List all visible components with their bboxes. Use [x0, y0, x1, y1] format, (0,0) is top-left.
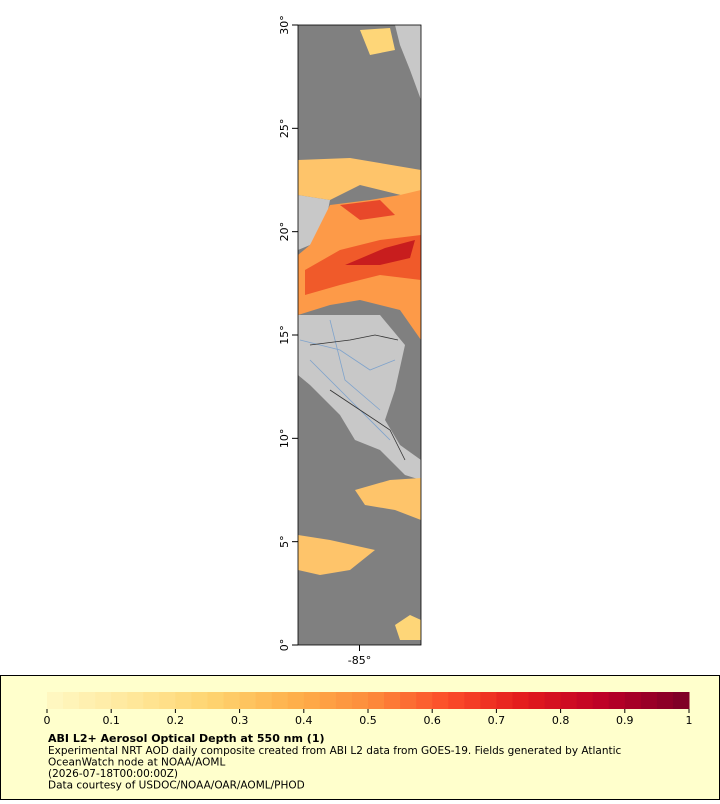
rivers	[299, 319, 396, 441]
colorbar-swatch	[239, 692, 257, 709]
colorbar-swatch	[432, 692, 449, 709]
colorbar-swatch	[63, 692, 80, 709]
aerosol	[355, 478, 421, 520]
borders	[309, 334, 406, 461]
legend-title: ABI L2+ Aerosol Optical Depth at 550 nm …	[48, 732, 325, 745]
lat-tick-label: 0°	[278, 639, 291, 652]
aerosol	[395, 615, 421, 640]
colorbar-swatch	[448, 692, 465, 709]
lon-tick-label: -85°	[348, 654, 371, 667]
colorbar: 0 0.1 0.2 0.3 0.4 0.5 0.6 0.7 0.8 0.9 1	[44, 692, 693, 727]
colorbar-swatch	[95, 692, 112, 709]
legend-line: Data courtesy of USDOC/NOAA/OAR/AOML/PHO…	[48, 780, 305, 792]
colorbar-swatch	[127, 692, 144, 709]
colorbar-swatch	[255, 692, 273, 709]
colorbar-swatch	[335, 692, 353, 709]
colorbar-swatch	[351, 692, 369, 709]
colorbar-swatch	[271, 692, 289, 709]
lat-tick-label: 10°	[278, 429, 291, 449]
colorbar-tick-label: 1	[686, 714, 693, 727]
colorbar-swatch	[528, 692, 546, 709]
colorbar-tick-label: 0.7	[488, 714, 506, 727]
colorbar-swatch	[672, 692, 690, 709]
colorbar-swatch	[47, 692, 64, 709]
colorbar-swatch	[480, 692, 497, 709]
land	[298, 315, 421, 480]
aerosol	[340, 200, 395, 220]
colorbar-swatch	[400, 692, 417, 709]
colorbar-swatch	[143, 692, 160, 709]
colorbar-swatch	[175, 692, 192, 709]
colorbar-swatch	[576, 692, 594, 709]
colorbar-swatch	[624, 692, 642, 709]
colorbar-swatch	[464, 692, 481, 709]
legend-lines: Experimental NRT AOD daily composite cre…	[48, 745, 622, 792]
map	[298, 25, 421, 645]
colorbar-swatch	[512, 692, 529, 709]
lat-tick-label: 30°	[278, 15, 291, 35]
aerosol	[345, 240, 415, 265]
colorbar-swatch	[319, 692, 337, 709]
colorbar-swatch	[544, 692, 562, 709]
colorbar-swatch	[303, 692, 321, 709]
lat-tick-label: 5°	[278, 535, 291, 548]
aerosol	[360, 28, 395, 55]
colorbar-swatch	[656, 692, 674, 709]
map-axes: 0° 5° 10° 15° 20° 25° 30° -85°	[278, 15, 371, 667]
colorbar-tick-label: 0.8	[552, 714, 570, 727]
legend-line: OceanWatch node at NOAA/AOML	[48, 757, 225, 769]
colorbar-swatch	[560, 692, 578, 709]
colorbar-swatch	[592, 692, 610, 709]
colorbar-tick-label: 0.5	[359, 714, 377, 727]
legend-line: Experimental NRT AOD daily composite cre…	[48, 745, 622, 757]
colorbar-swatch	[223, 692, 241, 709]
colorbar-swatch	[384, 692, 401, 709]
colorbar-tick-label: 0.1	[102, 714, 120, 727]
land	[298, 195, 330, 250]
colorbar-tick-label: 0	[44, 714, 51, 727]
colorbar-tick-label: 0.3	[231, 714, 249, 727]
colorbar-tick-label: 0.9	[616, 714, 634, 727]
colorbar-tick-label: 0.6	[423, 714, 441, 727]
colorbar-swatch	[111, 692, 128, 709]
colorbar-swatch	[207, 692, 225, 709]
lat-tick-label: 25°	[278, 119, 291, 139]
land	[395, 25, 421, 100]
aerosol	[298, 158, 421, 200]
lat-tick-label: 20°	[278, 222, 291, 242]
colorbar-swatch	[159, 692, 176, 709]
colorbar-swatch	[608, 692, 626, 709]
colorbar-swatch	[287, 692, 305, 709]
colorbar-swatch	[191, 692, 208, 709]
legend-line: (2026-07-18T00:00:00Z)	[48, 768, 178, 780]
lat-tick-label: 15°	[278, 325, 291, 345]
colorbar-swatch	[79, 692, 96, 709]
colorbar-tick-label: 0.2	[167, 714, 185, 727]
colorbar-tick-label: 0.4	[295, 714, 313, 727]
colorbar-swatch	[496, 692, 513, 709]
colorbar-swatch	[368, 692, 385, 709]
colorbar-swatch	[640, 692, 658, 709]
aerosol	[298, 535, 375, 575]
colorbar-swatch	[416, 692, 433, 709]
